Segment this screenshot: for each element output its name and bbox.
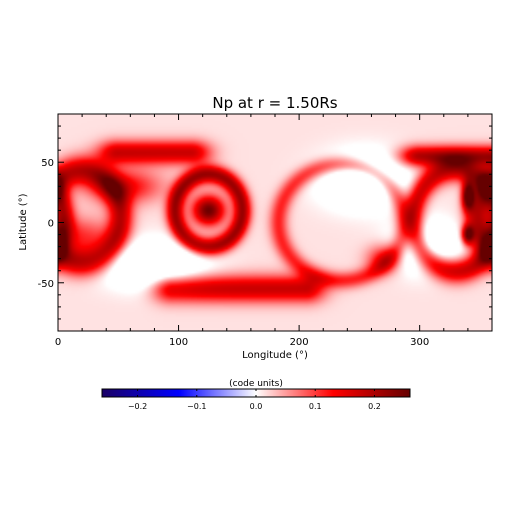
- heatmap-plot: 0 100 200 300 -50 0 50: [38, 113, 493, 348]
- colorbar: (code units) −0.2 −0.1 0.0 0.1 0.2: [101, 379, 411, 411]
- colorbar-tick-label: 0.2: [368, 402, 381, 411]
- x-tick-label: 100: [169, 337, 188, 348]
- heatmap-image: [58, 114, 492, 331]
- colorbar-gradient: [102, 389, 410, 397]
- colorbar-tick-label: 0.0: [250, 402, 263, 411]
- y-tick-label: -50: [38, 279, 54, 290]
- colorbar-tick-label: −0.1: [187, 402, 206, 411]
- x-axis: 0 100 200 300: [55, 114, 493, 348]
- colorbar-ticks: −0.2 −0.1 0.0 0.1 0.2: [128, 389, 381, 411]
- y-axis: -50 0 50: [38, 125, 492, 320]
- x-axis-label: Longitude (°): [242, 350, 308, 361]
- colorbar-label: (code units): [229, 379, 283, 389]
- colorbar-tick-label: −0.2: [128, 402, 147, 411]
- y-tick-label: 50: [41, 158, 54, 169]
- x-tick-label: 200: [290, 337, 309, 348]
- colorbar-tick-label: 0.1: [309, 402, 322, 411]
- chart-title: Np at r = 1.50Rs: [212, 94, 337, 112]
- y-axis-label: Latitude (°): [18, 193, 29, 250]
- x-tick-label: 0: [55, 337, 61, 348]
- x-tick-label: 300: [410, 337, 429, 348]
- y-tick-label: 0: [48, 219, 54, 230]
